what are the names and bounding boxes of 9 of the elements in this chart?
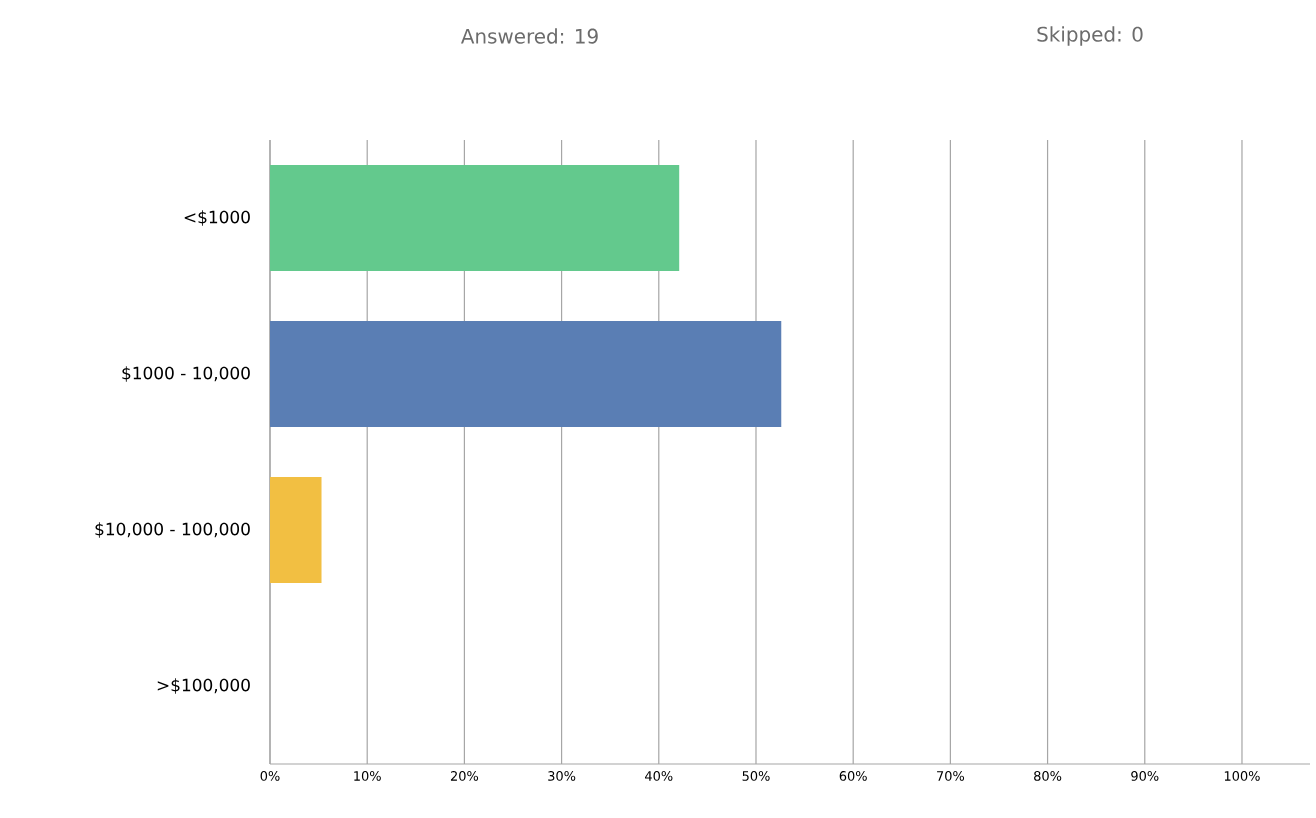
y-tick-label: >$100,000 xyxy=(157,678,250,694)
bar xyxy=(270,320,782,428)
bar xyxy=(270,476,322,584)
y-tick-label: <$1000 xyxy=(184,210,250,226)
text: Answered: 19 xyxy=(460,28,598,44)
y-tick-label: $10,000 - 100,000 xyxy=(95,522,250,538)
text: Skipped: 0 xyxy=(1037,26,1143,46)
y-tick-label: $1000 - 10,000 xyxy=(122,366,250,382)
bar xyxy=(270,164,680,272)
